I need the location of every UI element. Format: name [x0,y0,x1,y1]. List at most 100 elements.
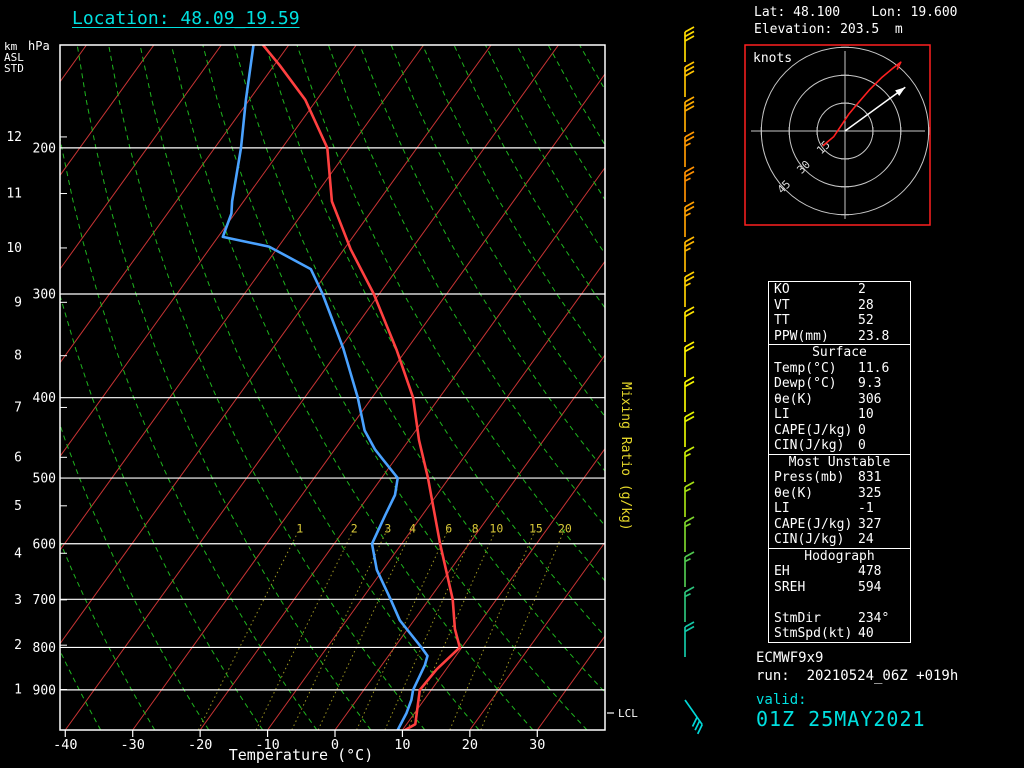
stat-row: Temp(°C) 11.6 [769,361,910,377]
stat-row: PPW(mm) 23.8 [769,329,910,345]
temperature-axis: -40 -30 -20 -10 0 10 20 30 Temperature (°C) [53,730,545,764]
stat-value [858,595,905,611]
dry-adiabat-line [60,423,210,730]
dry-adiabat-line [60,293,264,730]
km-tick-label: 1 [14,682,22,697]
dry-adiabat-line [202,45,588,730]
wind-barb [684,201,695,237]
stat-label: θe(K) [774,485,814,501]
stat-row: SREH 594 [769,580,910,596]
wind-barb [684,341,695,377]
mixing-ratio-axis-label: Mixing Ratio (g/kg) [618,382,633,531]
dry-adiabat-line [484,45,605,255]
dewpoint-curve [221,45,429,730]
km-unit-label: km [4,40,18,53]
wind-barb [684,236,695,272]
isotherm-line [267,260,605,730]
stat-value: 11.6 [858,360,890,376]
km-tick-label: 5 [14,499,22,514]
dry-adiabat-line [139,45,480,730]
stat-row: StmDir 234° [769,611,910,627]
stat-label: θe(K) [774,391,814,407]
dry-adiabat-line [422,45,605,363]
stat-label: KO [774,282,790,297]
temperature-curve [261,45,462,730]
mixing-ratio-line [356,528,450,730]
mixing-ratio-line [197,528,301,730]
stat-value: 24 [858,532,874,547]
stat-row: CAPE(J/kg) 327 [769,517,910,533]
stat-row [769,595,910,611]
temp-tick-label: 30 [529,737,545,753]
stat-label: VT [774,297,790,313]
dry-adiabat-line [60,540,156,730]
wind-barb [684,131,695,167]
pressure-tick-label: 700 [33,593,56,608]
km-tick-label: 3 [14,593,22,608]
x-axis-title: Temperature (°C) [229,746,374,764]
mixing-ratio-labels: 1 2 3 4 6 8 10 15 20 [296,521,572,535]
temp-tick-label: 0 [331,737,339,753]
stat-row: Press(mb) 831 [769,470,910,486]
stat-label: Dewp(°C) [774,376,837,391]
wind-barb [684,481,695,517]
stat-label: TT [774,313,790,328]
wind-barb [684,699,703,735]
sounding-curves [221,45,462,730]
dry-adiabat-line [76,45,372,730]
km-tick-label: 9 [14,295,22,310]
stat-row: θe(K) 325 [769,486,910,502]
skewt-background-lines [60,45,605,730]
wind-barb [684,271,695,307]
temp-tick-label: -10 [255,737,279,753]
asl-unit-label: ASL [4,51,24,64]
wind-barb [684,586,695,622]
mixing-ratio-line [255,528,355,730]
latlon-label: Lat: 48.100 Lon: 19.600 [754,5,958,20]
storm-motion-arrow [844,86,906,132]
wind-barb [684,26,695,62]
wind-barb [684,61,695,97]
table-section-header: Surface [769,344,910,361]
stats-table: KO 2 VT 28 TT 52 PPW(mm) 23.8 Surface Temp(°C) 11.… [768,281,911,643]
stat-label: LI [774,501,790,516]
wind-barb [684,621,695,657]
mixing-ratio-value: 15 [529,521,543,535]
stat-label: Temp(°C) [774,360,837,376]
temp-tick-label: -20 [188,737,212,753]
wind-barb [684,166,695,202]
hodograph-trace [822,61,902,147]
stat-value: 306 [858,391,882,407]
dry-adiabat-line [327,45,605,527]
stat-row: EH 478 [769,564,910,580]
wind-barb [684,516,695,552]
stat-label: StmDir [774,610,821,626]
std-unit-label: STD [4,62,24,75]
stat-row: VT 28 [769,298,910,314]
pressure-tick-label: 800 [33,641,56,656]
stat-row: Dewp(°C) 9.3 [769,376,910,392]
stat-value: 831 [858,470,882,485]
stat-value: 0 [858,422,866,438]
wind-barb [684,376,695,412]
wind-barb-column [684,26,703,735]
stat-label: Press(mb) [774,470,845,485]
dry-adiabat-line [108,45,426,730]
stat-row: LI -1 [769,501,910,517]
stat-value: 23.8 [858,328,890,344]
wind-barb [684,96,695,132]
table-section-header: Most Unstable [769,453,910,471]
wind-barb [684,411,695,447]
mixing-ratio-value: 2 [351,521,358,535]
dry-adiabat-line [60,649,102,730]
wind-barb [684,306,695,342]
stat-value: 2 [858,282,866,297]
km-tick-label: 12 [6,130,22,145]
km-tick-label: 7 [14,400,22,415]
mixing-ratio-value: 1 [296,521,303,535]
hodograph-units-label: knots [753,51,792,66]
stat-row: KO 2 [769,282,910,298]
stat-label: EH [774,564,790,579]
